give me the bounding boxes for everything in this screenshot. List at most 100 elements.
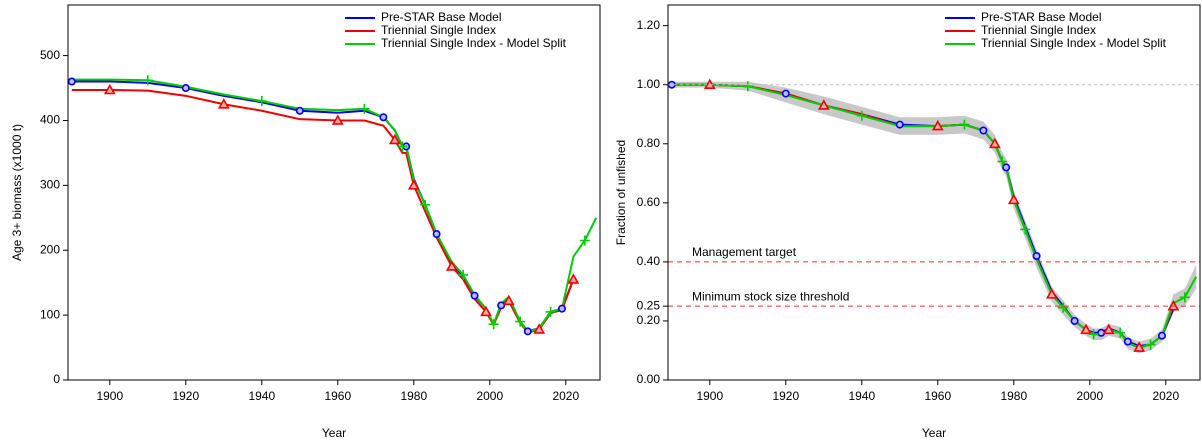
marker	[1115, 327, 1126, 338]
panel: 0 100 200 300 400 500 1900 1920 1940 1960 1980 2000…	[10, 4, 601, 440]
marker	[181, 84, 190, 93]
panel: Management target Minimum stock size thre…	[614, 4, 1201, 440]
y-tick-label: 1.00	[637, 77, 661, 91]
marker	[331, 114, 344, 125]
legend-label: Triennial Single Index	[381, 23, 496, 37]
marker	[217, 98, 230, 109]
marker	[256, 96, 267, 107]
y-tick-label: 300	[40, 178, 60, 192]
y-tick-label: 400	[40, 113, 60, 127]
marker	[703, 78, 716, 90]
marker	[470, 291, 479, 300]
x-tick-label: 1920	[172, 389, 199, 403]
marker	[497, 301, 506, 310]
y-tick-label: 0.00	[637, 372, 661, 386]
x-tick-label: 1900	[696, 389, 723, 403]
marker	[1145, 339, 1156, 350]
plot-frame	[67, 4, 601, 381]
marker	[488, 319, 499, 330]
y-tick-label: 1.20	[637, 18, 661, 32]
marker	[856, 110, 867, 121]
marker	[480, 305, 492, 317]
marker	[458, 269, 469, 280]
x-tick-label: 2020	[552, 389, 579, 403]
reference-label: Minimum stock size threshold	[692, 289, 849, 303]
y-tick-label: 0.80	[637, 136, 661, 150]
marker	[895, 120, 904, 129]
y-axis-label: Age 3+ biomass (x1000 t)	[10, 124, 24, 261]
marker	[1045, 288, 1058, 299]
legend-label: Triennial Single Index - Model Split	[381, 36, 567, 50]
marker	[579, 235, 590, 246]
marker	[379, 113, 388, 122]
marker	[1032, 251, 1041, 260]
marker	[1070, 316, 1079, 325]
reference-label: Management target	[692, 245, 797, 259]
marker	[397, 141, 408, 152]
x-tick-label: 2000	[476, 389, 503, 403]
y-tick-label: 500	[40, 48, 60, 62]
plot-frame	[667, 4, 1201, 381]
marker	[959, 119, 970, 130]
marker	[545, 306, 556, 317]
marker	[502, 294, 515, 306]
marker	[1179, 292, 1190, 303]
x-tick-label: 1980	[1000, 389, 1027, 403]
plot-area	[68, 75, 598, 336]
y-tick-label: 0.25	[637, 298, 661, 312]
y-tick-label: 200	[40, 242, 60, 256]
x-tick-label: 2020	[1152, 389, 1179, 403]
marker	[420, 199, 431, 210]
x-tick-label: 1920	[772, 389, 799, 403]
marker	[432, 230, 441, 239]
marker	[295, 106, 304, 115]
y-tick-label: 100	[40, 307, 60, 321]
x-tick-label: 1940	[248, 389, 275, 403]
legend-label: Triennial Single Index	[981, 23, 1096, 37]
marker	[359, 103, 370, 114]
x-tick-label: 1980	[400, 389, 427, 403]
series-line	[71, 78, 598, 334]
marker	[1133, 341, 1146, 352]
marker	[817, 99, 830, 110]
x-axis-label: Year	[322, 426, 346, 440]
marker	[1020, 224, 1031, 235]
y-axis-label: Fraction of unfished	[614, 140, 628, 245]
confidence-band	[671, 81, 1197, 354]
x-tick-label: 1900	[96, 389, 123, 403]
marker	[1088, 329, 1099, 340]
x-tick-label: 2000	[1076, 389, 1103, 403]
marker	[979, 126, 988, 135]
marker	[407, 179, 420, 190]
y-tick-label: 0.40	[637, 254, 661, 268]
marker	[1123, 337, 1132, 346]
marker	[103, 83, 116, 95]
legend-label: Triennial Single Index - Model Split	[981, 36, 1167, 50]
marker	[68, 77, 76, 86]
marker	[533, 323, 546, 334]
marker	[388, 133, 401, 145]
legend-label: Pre-STAR Base Model	[381, 10, 502, 24]
x-tick-label: 1940	[848, 389, 875, 403]
marker	[1007, 193, 1020, 205]
marker	[1097, 328, 1106, 337]
marker	[1102, 323, 1115, 335]
marker	[931, 119, 944, 131]
series-line	[71, 88, 575, 334]
marker	[1058, 302, 1069, 313]
legend-label: Pre-STAR Base Model	[981, 10, 1102, 24]
marker	[445, 260, 458, 271]
marker	[557, 304, 566, 313]
y-tick-label: 0.60	[637, 195, 661, 209]
marker	[523, 327, 532, 336]
marker	[742, 81, 753, 92]
marker	[997, 156, 1008, 167]
x-tick-label: 1960	[924, 389, 951, 403]
x-axis-label: Year	[922, 426, 946, 440]
marker	[515, 316, 526, 327]
marker	[142, 75, 153, 86]
marker	[781, 89, 790, 98]
x-tick-label: 1960	[324, 389, 351, 403]
plot-area	[668, 78, 1198, 354]
